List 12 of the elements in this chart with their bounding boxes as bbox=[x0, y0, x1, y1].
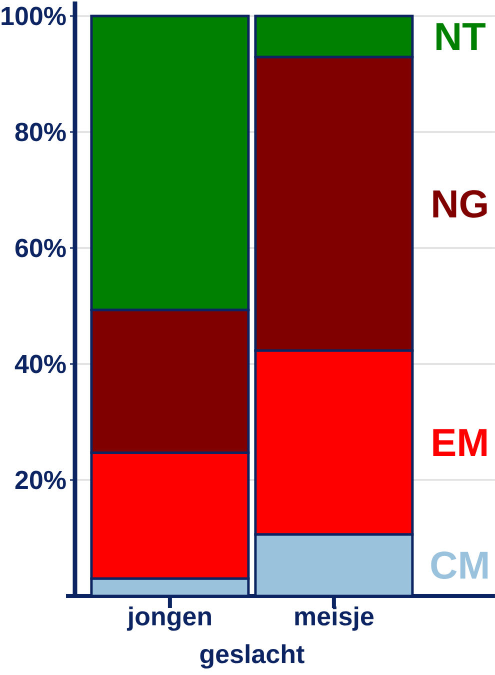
y-tick-label: 80% bbox=[15, 122, 66, 142]
x-tick-label: meisje bbox=[295, 606, 374, 631]
y-tick-label: 40% bbox=[14, 354, 66, 374]
y-tick-label: 20% bbox=[15, 470, 66, 490]
y-tick-label: 60% bbox=[15, 238, 66, 258]
series-label: NG bbox=[433, 190, 487, 218]
y-tick-label: 100% bbox=[2, 6, 66, 26]
series-label: EM bbox=[433, 429, 487, 456]
x-tick-label: jongen bbox=[126, 606, 211, 631]
series-label: NT bbox=[436, 23, 486, 50]
series-label: CM bbox=[431, 551, 488, 580]
x-axis-title: geslacht bbox=[200, 644, 304, 669]
